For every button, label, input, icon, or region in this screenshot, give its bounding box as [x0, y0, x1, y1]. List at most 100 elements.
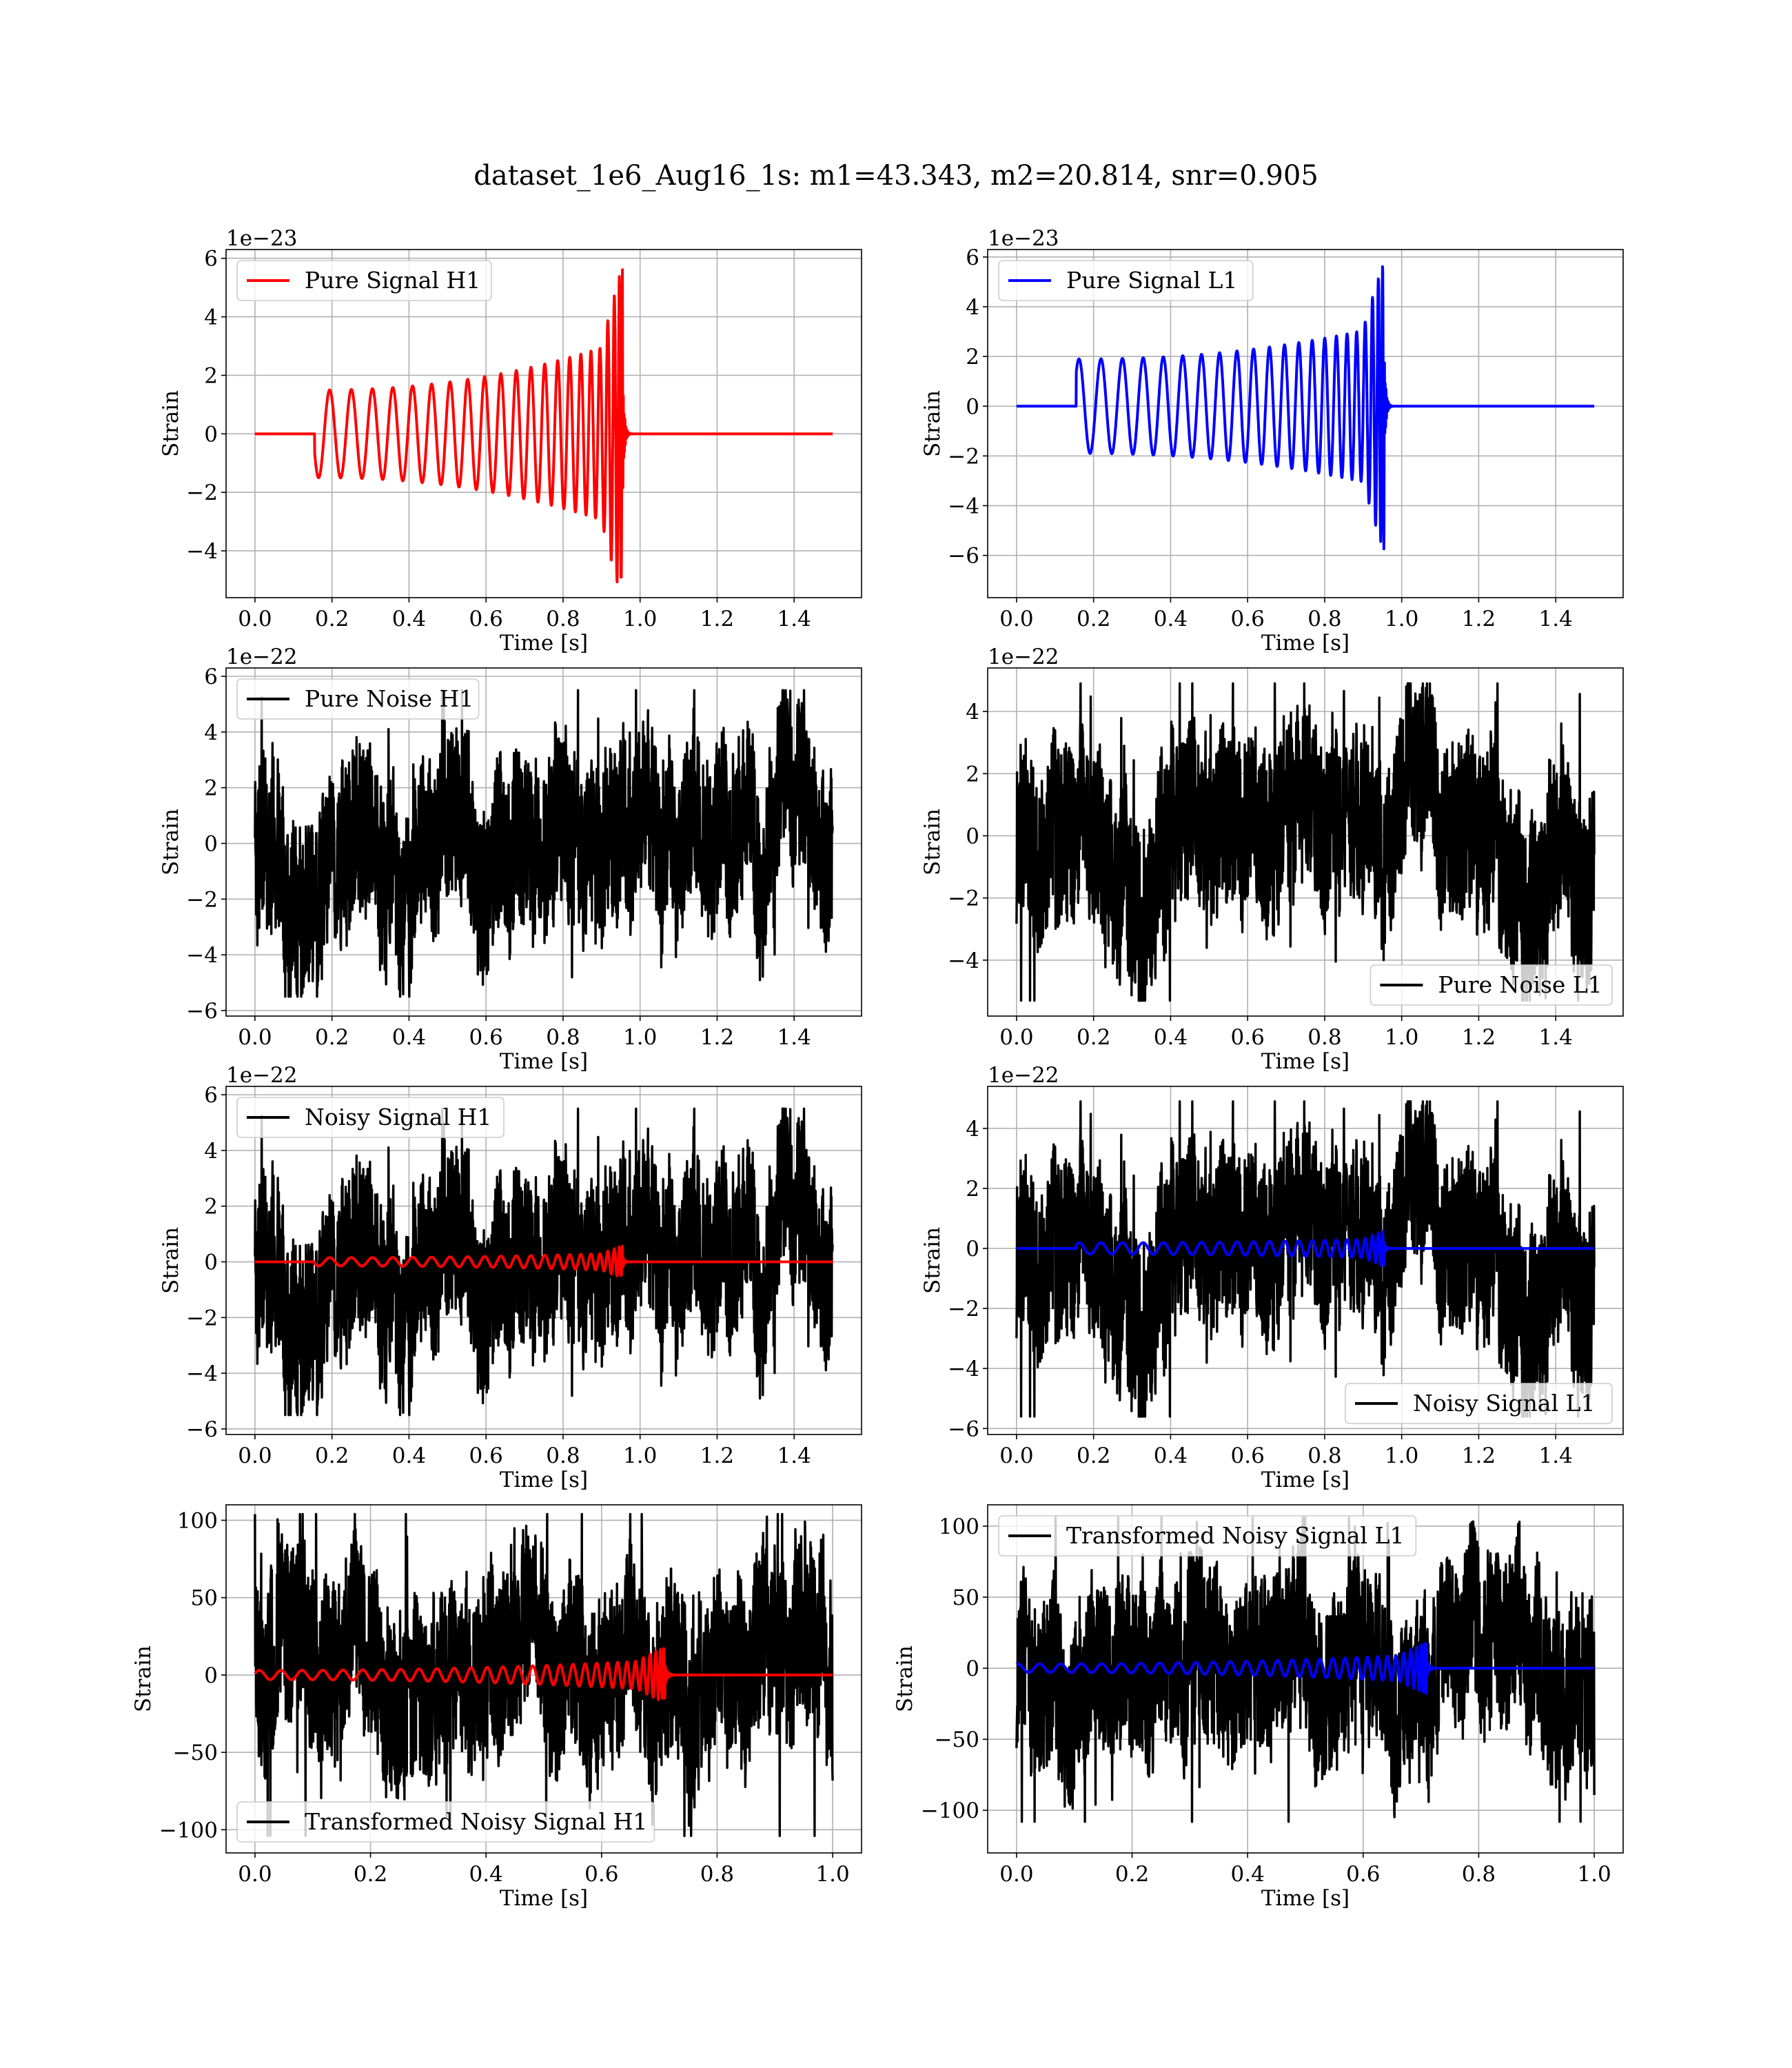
y-tick-label: −6 [186, 999, 218, 1024]
y-tick-label: 6 [204, 665, 218, 689]
x-tick-label: 0.6 [469, 607, 503, 631]
series-line [1015, 1230, 1596, 1268]
y-tick-label: −2 [948, 1297, 979, 1321]
y-axis-label: Strain [920, 1227, 945, 1294]
y-tick-label: 2 [966, 345, 979, 369]
subplot-noisy-signal-h1: 0.0 0.2 0.4 0.6 0.8 1.0 1.2 1.4 −6 −4 −2 0 2 4 6 Time [… [159, 1063, 862, 1492]
series-group [254, 268, 834, 584]
series-line-noisy-signal-l1 [1015, 1100, 1596, 1418]
x-tick-label: 1.4 [777, 1443, 811, 1468]
y-tick-label: −6 [186, 1417, 218, 1442]
x-tick-label: 0.8 [700, 1862, 734, 1887]
x-tick-label: 1.0 [1385, 607, 1418, 631]
x-tick-label: 1.0 [623, 1025, 657, 1050]
legend-box [236, 678, 480, 720]
x-tick-label: 0.4 [392, 607, 426, 631]
axes-frame [225, 1504, 862, 1854]
y-tick-label: −2 [186, 1306, 218, 1330]
series-line-transformed-noisy-signal-l1 [1015, 1516, 1596, 1823]
subplot-transformed-noisy-signal-l1: 0.0 0.2 0.4 0.6 0.8 1.0 −100 −50 0 50 100 Time [s] S… [893, 1504, 1624, 1911]
subplot-pure-signal-h1: 0.0 0.2 0.4 0.6 0.8 1.0 1.2 1.4 −4 −2 0 2 4 6 Time [s]… [159, 226, 862, 656]
legend-label: Transformed Noisy Signal H1 [305, 1808, 647, 1835]
x-tick-label: 1.4 [777, 607, 811, 631]
plot-area [988, 250, 1623, 598]
subplot-noisy-signal-l1: 0.0 0.2 0.4 0.6 0.8 1.0 1.2 1.4 −6 −4 −2 0 2 4 Time [s… [920, 1063, 1624, 1492]
y-offset-label: 1e−22 [988, 645, 1059, 669]
legend: Pure Signal L1 [998, 260, 1254, 301]
subplot-pure-noise-h1: 0.0 0.2 0.4 0.6 0.8 1.0 1.2 1.4 −6 −4 −2 0 2 4 6 Time [… [159, 645, 862, 1074]
y-tick-label: 6 [966, 245, 979, 270]
y-tick-label: 0 [966, 1656, 979, 1681]
x-tick-label: 1.2 [700, 1025, 734, 1050]
x-tick-label: 0.6 [1231, 1025, 1265, 1050]
y-axis-label: Strain [131, 1645, 156, 1712]
series-group [1015, 682, 1596, 1002]
axes-frame [987, 1086, 1624, 1435]
x-tick-label: 0.8 [1462, 1862, 1496, 1887]
axes-frame [225, 1086, 862, 1435]
x-tick-label: 0.6 [1231, 607, 1265, 631]
y-tick-label: −4 [186, 1361, 218, 1386]
y-tick-label: −4 [186, 943, 218, 968]
x-tick-label: 0.0 [238, 1443, 272, 1468]
plot-area [226, 250, 862, 598]
x-tick-label: 0.4 [1154, 1025, 1188, 1050]
legend-box [236, 1801, 655, 1843]
subplot-transformed-noisy-signal-h1: 0.0 0.2 0.4 0.6 0.8 1.0 −100 −50 0 50 100 Time [s] S… [131, 1504, 862, 1911]
x-tick-label: 1.0 [623, 607, 657, 631]
legend: Noisy Signal L1 [1345, 1383, 1613, 1424]
y-offset-label: 1e−22 [226, 1063, 298, 1088]
x-tick-label: 0.0 [238, 1862, 272, 1887]
x-tick-label: 1.4 [777, 1025, 811, 1050]
y-tick-label: −4 [948, 949, 979, 973]
series-line-pure-noise-l1 [1015, 682, 1596, 1002]
x-tick-label: 0.6 [1346, 1862, 1380, 1887]
y-tick-label: −4 [948, 494, 979, 519]
legend-label: Transformed Noisy Signal L1 [1066, 1522, 1404, 1549]
legend-label: Noisy Signal L1 [1413, 1390, 1596, 1417]
axes-frame [225, 667, 862, 1017]
x-tick-label: 0.4 [469, 1862, 503, 1887]
y-tick-label: 4 [204, 1139, 218, 1164]
x-tick-label: 0.6 [469, 1025, 503, 1050]
x-axis-label: Time [s] [500, 1886, 588, 1911]
x-tick-label: 1.4 [1539, 1025, 1573, 1050]
x-tick-label: 1.0 [1385, 1025, 1418, 1050]
x-tick-label: 1.2 [700, 607, 734, 631]
axes-frame [987, 1504, 1624, 1854]
y-tick-label: −2 [186, 480, 218, 505]
y-tick-label: −6 [948, 1417, 979, 1441]
y-tick-label: 2 [204, 776, 218, 801]
y-offset-label: 1e−22 [988, 1063, 1059, 1088]
series-line-noisy-signal-h1 [254, 1107, 834, 1417]
axes-frame [987, 667, 1624, 1017]
legend: Transformed Noisy Signal H1 [236, 1801, 655, 1843]
y-tick-label: −4 [948, 1357, 979, 1381]
y-tick-label: 0 [204, 1250, 218, 1275]
x-tick-label: 0.2 [315, 607, 349, 631]
x-tick-label: 0.0 [999, 1862, 1033, 1887]
legend: Transformed Noisy Signal L1 [998, 1515, 1417, 1557]
x-tick-label: 0.8 [1307, 1025, 1341, 1050]
legend-box [1345, 1383, 1613, 1424]
series-group [254, 689, 834, 998]
x-tick-label: 0.0 [238, 607, 272, 631]
legend-box [236, 1097, 505, 1138]
x-tick-label: 1.2 [1462, 1443, 1496, 1468]
x-tick-label: 0.2 [315, 1443, 349, 1468]
y-tick-label: −50 [173, 1741, 218, 1765]
legend: Pure Noise L1 [1370, 964, 1613, 1006]
y-tick-label: 50 [953, 1585, 979, 1610]
y-tick-label: 6 [204, 247, 218, 272]
y-tick-label: 2 [966, 1177, 979, 1202]
y-tick-label: 100 [177, 1508, 218, 1533]
y-tick-label: 4 [966, 1117, 979, 1142]
y-axis-label: Strain [159, 809, 183, 875]
y-offset-label: 1e−22 [226, 645, 298, 669]
legend-label: Pure Signal H1 [305, 267, 480, 294]
y-tick-label: −2 [186, 887, 218, 912]
series-group [1015, 1516, 1596, 1823]
x-tick-label: 1.0 [815, 1862, 849, 1887]
